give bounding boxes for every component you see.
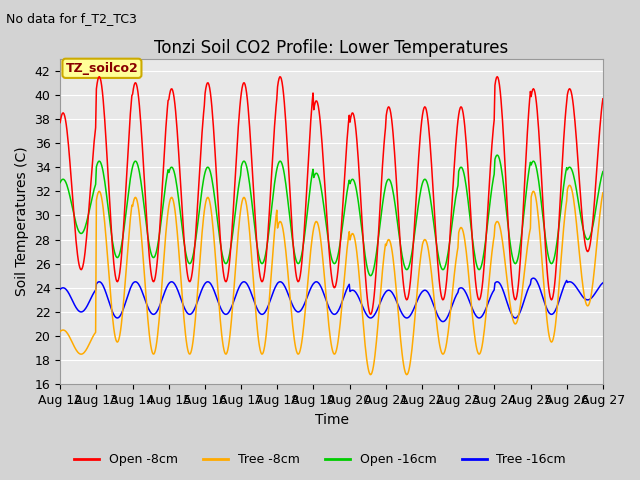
Y-axis label: Soil Temperatures (C): Soil Temperatures (C) — [15, 146, 29, 296]
Legend: Open -8cm, Tree -8cm, Open -16cm, Tree -16cm: Open -8cm, Tree -8cm, Open -16cm, Tree -… — [69, 448, 571, 471]
Title: Tonzi Soil CO2 Profile: Lower Temperatures: Tonzi Soil CO2 Profile: Lower Temperatur… — [154, 39, 509, 57]
X-axis label: Time: Time — [314, 413, 349, 427]
Text: No data for f_T2_TC3: No data for f_T2_TC3 — [6, 12, 137, 25]
Text: TZ_soilco2: TZ_soilco2 — [65, 62, 138, 75]
